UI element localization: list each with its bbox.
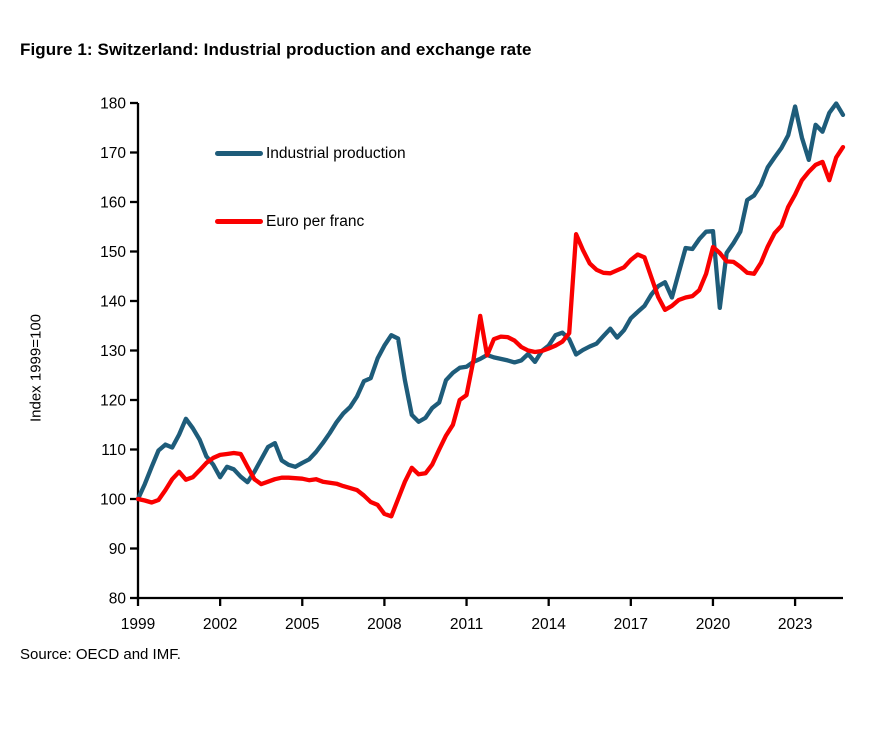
- x-tick-label: 2005: [285, 616, 319, 633]
- y-tick-label: 180: [100, 96, 126, 113]
- source-note: Source: OECD and IMF.: [20, 646, 181, 663]
- euro-per-franc-legend-line: [215, 219, 263, 224]
- x-tick-label: 2014: [531, 616, 566, 633]
- x-tick-label: 2011: [450, 616, 483, 633]
- x-tick-label: 2008: [367, 616, 401, 633]
- y-tick-label: 130: [100, 343, 126, 360]
- y-tick-label: 150: [100, 244, 126, 261]
- legend-label-euro-per-franc: Euro per franc: [266, 212, 365, 230]
- x-tick-label: 2020: [696, 616, 731, 633]
- industrial-production-legend-line: [215, 151, 263, 156]
- y-tick-label: 140: [100, 294, 126, 311]
- x-tick-label: 2023: [778, 616, 812, 633]
- industrial-production-line: [135, 101, 846, 502]
- legend-item-industrial-production: Industrial production: [215, 145, 406, 162]
- y-tick-label: 120: [100, 393, 126, 410]
- figure-title: Figure 1: Switzerland: Industrial produc…: [20, 40, 532, 59]
- y-tick-label: 170: [100, 145, 126, 162]
- y-tick-label: 160: [100, 195, 126, 212]
- euro-per-franc-line: [135, 144, 846, 519]
- x-tick-label: 2002: [203, 616, 237, 633]
- y-tick-label: 90: [109, 541, 127, 558]
- legend-label-industrial-production: Industrial production: [266, 144, 406, 162]
- y-tick-label: 110: [101, 442, 126, 459]
- y-tick-label: 100: [100, 492, 126, 509]
- x-tick-label: 2017: [614, 616, 648, 633]
- x-tick-label: 1999: [121, 616, 155, 633]
- legend-item-euro-per-franc: Euro per franc: [215, 213, 364, 230]
- y-tick-label: 80: [109, 591, 127, 608]
